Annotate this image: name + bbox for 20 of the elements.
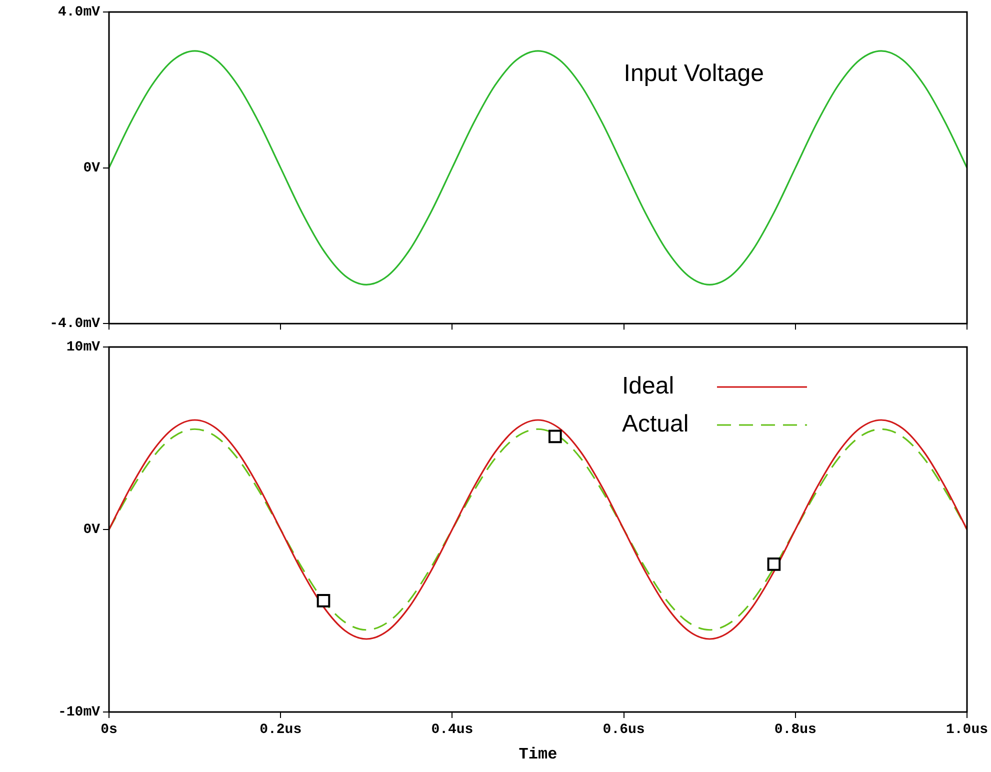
x-tick-label: 0.8us bbox=[774, 722, 816, 738]
x-tick-label: 0s bbox=[100, 722, 118, 738]
x-tick-label: 0.2us bbox=[260, 722, 302, 738]
x-tick-label: 0.4us bbox=[431, 722, 474, 738]
y-tick-label: 0V bbox=[83, 160, 101, 176]
x-tick-label: 0.6us bbox=[602, 722, 645, 738]
point bbox=[316, 594, 330, 608]
annotation: Input Voltage bbox=[624, 60, 764, 87]
y-tick-label: 0V bbox=[83, 522, 101, 538]
y-tick-label: 4.0mV bbox=[58, 4, 101, 21]
y-tick-label: -4.0mV bbox=[50, 316, 101, 332]
point bbox=[548, 430, 562, 444]
legend-label: Actual bbox=[622, 410, 689, 438]
line-series bbox=[109, 50, 967, 286]
y-tick-label: -10mV bbox=[58, 704, 101, 721]
legend-label: Ideal bbox=[622, 372, 674, 400]
y-tick-label: 10mV bbox=[66, 340, 101, 356]
x-tick-label: 1.0us bbox=[946, 722, 988, 738]
x-axis-title: Time bbox=[518, 745, 558, 764]
point bbox=[767, 558, 781, 571]
